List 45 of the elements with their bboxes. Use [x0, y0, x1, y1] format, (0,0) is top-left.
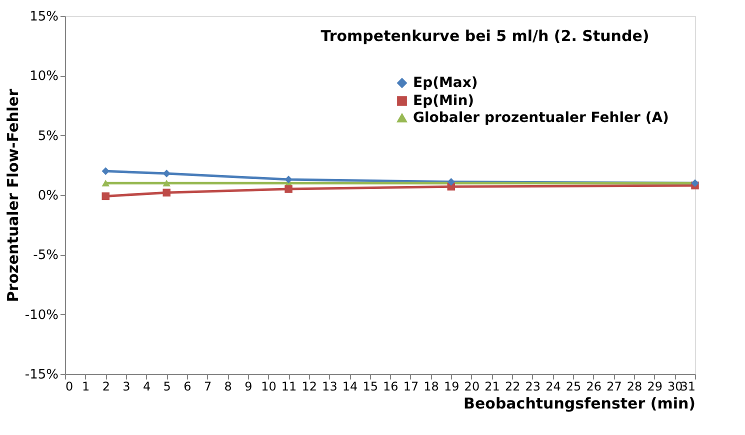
x-tick-label: 16: [383, 380, 398, 394]
x-tick-label: 14: [342, 380, 358, 394]
legend-label: Ep(Min): [413, 93, 474, 109]
x-tick-label: 30: [668, 380, 683, 394]
x-tick-label: 0: [66, 380, 74, 394]
y-tick-label: 10%: [30, 69, 58, 84]
x-tick-label: 28: [626, 380, 642, 394]
x-tick-label: 9: [244, 380, 252, 394]
x-tick-label: 18: [424, 380, 439, 394]
x-tick-label: 20: [464, 380, 480, 394]
x-tick-label: 12: [302, 380, 318, 394]
x-tick-label: 11: [281, 380, 297, 394]
x-tick-label: 2: [102, 380, 110, 394]
text: Trompetenkurve bei 5 ml/h (2. Stunde): [320, 27, 650, 45]
x-tick-label: 4: [142, 380, 151, 394]
legend-label: Globaler prozentualer Fehler (A): [413, 110, 669, 126]
x-tick-label: 31: [680, 380, 696, 394]
y-tick-label: 15%: [30, 10, 58, 24]
x-tick-label: 15: [362, 380, 378, 394]
x-tick-label: 6: [184, 380, 192, 394]
y-tick-label: -10%: [24, 308, 58, 323]
x-tick-label: 1: [82, 380, 90, 394]
x-tick-label: 23: [525, 380, 541, 394]
y-tick-label: -15%: [24, 368, 58, 382]
y-axis-title: Prozentualer Flow-Fehler: [4, 88, 22, 302]
x-tick-label: 17: [403, 380, 419, 394]
y-tick-label: 0%: [38, 188, 58, 204]
x-tick-label: 27: [606, 380, 622, 394]
x-tick-label: 19: [444, 380, 460, 394]
x-axis-title: Beobachtungsfenster (min): [464, 394, 696, 412]
x-tick-label: 13: [322, 380, 338, 394]
legend-label: Ep(Max): [413, 75, 478, 91]
x-tick-label: 21: [484, 380, 500, 394]
x-tick-label: 8: [224, 380, 232, 394]
y-tick-label: 5%: [38, 128, 58, 144]
x-tick-label: 24: [546, 380, 561, 394]
x-tick-label: 5: [163, 380, 171, 394]
y-tick-label: -5%: [33, 248, 58, 264]
x-tick-label: 22: [504, 380, 520, 394]
x-tick-label: 7: [204, 380, 212, 394]
x-tick-label: 25: [566, 380, 582, 394]
x-tick-label: 3: [122, 380, 130, 394]
x-tick-label: 26: [586, 380, 602, 394]
x-tick-label: 10: [261, 380, 276, 394]
x-tick-label: 29: [647, 380, 662, 394]
